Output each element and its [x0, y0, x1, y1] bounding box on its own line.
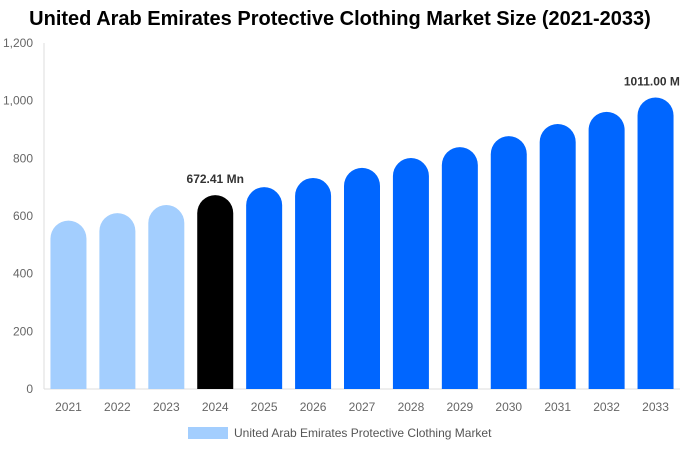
- x-tick-label: 2026: [300, 400, 327, 414]
- data-label: 672.41 Mn: [187, 172, 244, 186]
- x-tick-label: 2028: [398, 400, 425, 414]
- bar-2028: [392, 158, 429, 389]
- bar-2033: [637, 97, 674, 390]
- bar-2030: [490, 136, 527, 389]
- x-tick-label: 2033: [642, 400, 669, 414]
- bar-2021: [50, 220, 87, 389]
- bar-2022: [99, 213, 136, 389]
- y-tick-label: 1,200: [3, 36, 33, 50]
- x-tick-label: 2022: [104, 400, 131, 414]
- y-tick-label: 400: [13, 267, 33, 281]
- x-tick-label: 2029: [446, 400, 473, 414]
- x-tick-label: 2023: [153, 400, 180, 414]
- bar-2024: [197, 195, 234, 389]
- chart-title: United Arab Emirates Protective Clothing…: [29, 8, 651, 30]
- x-tick-label: 2021: [55, 400, 82, 414]
- bar-2025: [246, 187, 283, 389]
- x-tick-label: 2024: [202, 400, 229, 414]
- y-tick-label: 0: [26, 382, 33, 396]
- x-tick-label: 2032: [593, 400, 620, 414]
- x-tick-label: 2027: [349, 400, 376, 414]
- y-tick-label: 1,000: [3, 94, 33, 108]
- bar-2032: [588, 111, 625, 389]
- data-label: 1011.00 Mn: [624, 74, 680, 88]
- x-tick-label: 2031: [544, 400, 571, 414]
- bar-2027: [344, 167, 380, 389]
- y-tick-label: 600: [13, 209, 33, 223]
- legend-label: United Arab Emirates Protective Clothing…: [234, 426, 492, 440]
- bar-2023: [148, 205, 185, 389]
- legend-swatch: [188, 427, 228, 439]
- x-tick-label: 2025: [251, 400, 278, 414]
- x-tick-label: 2030: [495, 400, 522, 414]
- bar-2031: [539, 124, 576, 389]
- legend[interactable]: United Arab Emirates Protective Clothing…: [188, 426, 491, 440]
- y-tick-label: 800: [13, 151, 33, 165]
- bar-2026: [295, 177, 332, 389]
- bar-2029: [441, 147, 478, 389]
- y-tick-label: 200: [13, 324, 33, 338]
